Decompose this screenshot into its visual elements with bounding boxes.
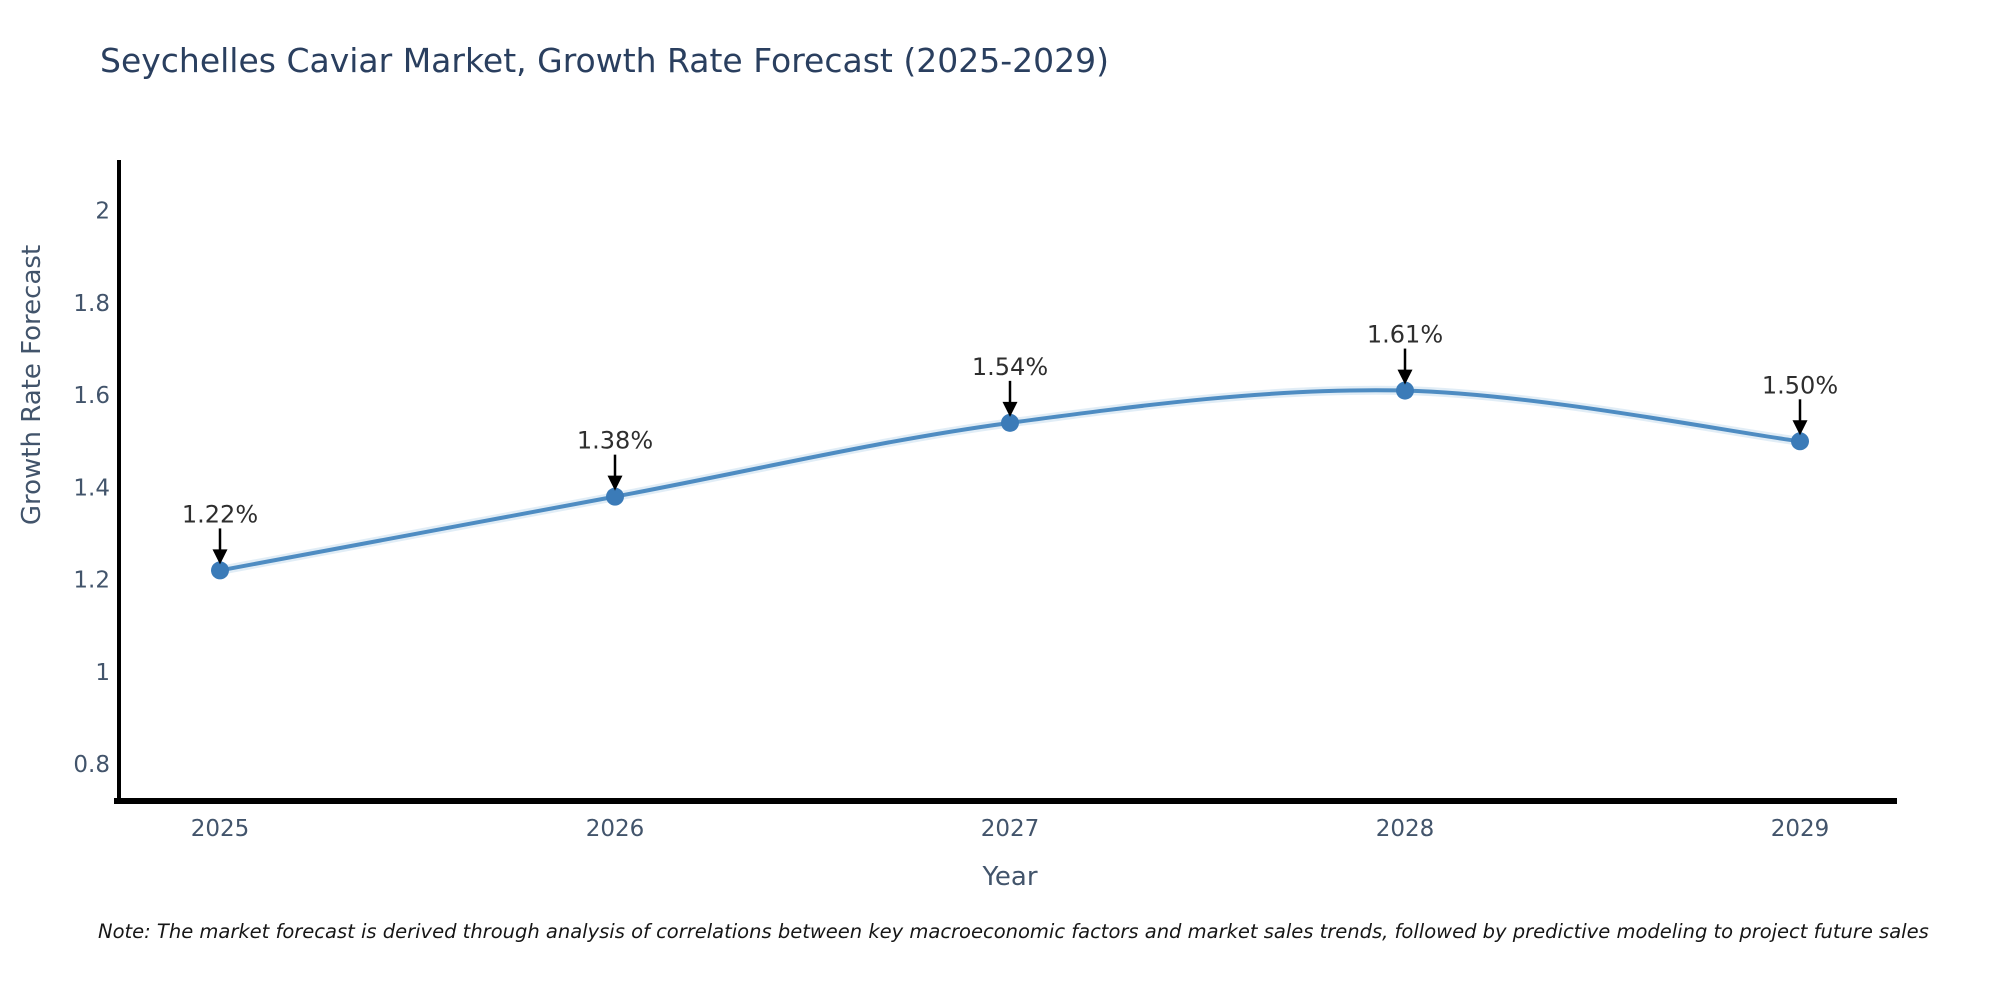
chart-title: Seychelles Caviar Market, Growth Rate Fo… — [100, 41, 1109, 80]
annotation-label: 1.22% — [182, 500, 258, 528]
annotation-arrowhead — [1792, 420, 1808, 436]
x-axis-title: Year — [982, 862, 1038, 892]
y-tick-label: 1.4 — [73, 475, 110, 501]
data-point-marker[interactable] — [1396, 381, 1414, 400]
annotation-label: 1.38% — [577, 427, 653, 455]
annotation-arrowhead — [212, 549, 228, 565]
data-point-marker[interactable] — [606, 487, 624, 506]
annotation-arrowhead — [607, 475, 623, 491]
y-tick-label: 1.6 — [73, 383, 110, 409]
annotation-label: 1.61% — [1367, 321, 1443, 349]
y-tick-label: 2 — [95, 199, 110, 225]
y-tick-label: 0.8 — [73, 752, 110, 778]
data-point-marker[interactable] — [1001, 413, 1019, 432]
x-tick-label: 2025 — [191, 816, 250, 842]
x-tick-label: 2028 — [1376, 816, 1435, 842]
x-tick-label: 2026 — [586, 816, 645, 842]
x-tick-label: 2029 — [1771, 816, 1830, 842]
footnote: Note: The market forecast is derived thr… — [98, 920, 1929, 943]
annotation-arrowhead — [1397, 369, 1413, 385]
y-tick-label: 1 — [95, 660, 110, 686]
annotation-label: 1.50% — [1762, 371, 1838, 399]
data-point-marker[interactable] — [211, 561, 229, 580]
y-tick-label: 1.2 — [73, 568, 110, 594]
y-tick-label: 1.8 — [73, 291, 110, 317]
annotation-label: 1.54% — [972, 353, 1048, 381]
x-tick-label: 2027 — [981, 816, 1040, 842]
annotation-arrowhead — [1002, 401, 1018, 417]
data-point-marker[interactable] — [1791, 432, 1809, 451]
